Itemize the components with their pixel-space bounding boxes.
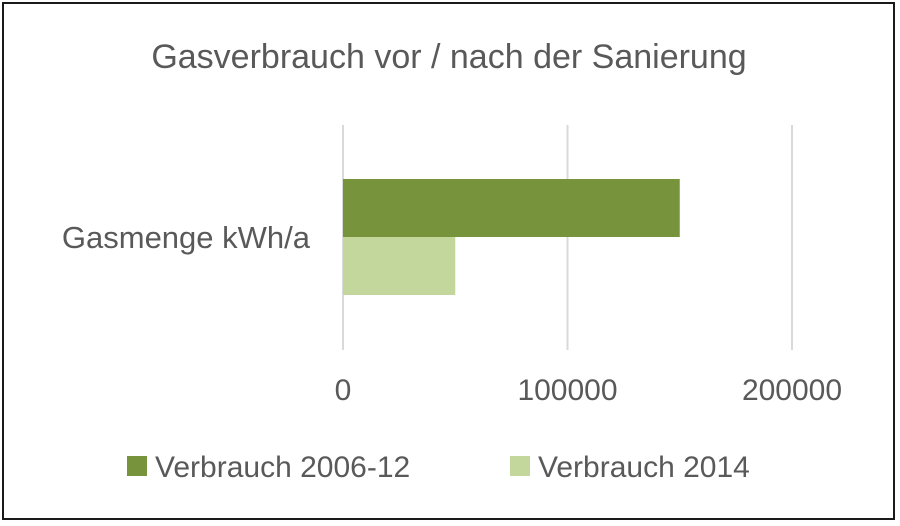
legend: Verbrauch 2006-12 Verbrauch 2014 [127, 451, 750, 484]
x-tick-label-0: 0 [335, 374, 352, 407]
legend-label-0: Verbrauch 2006-12 [155, 451, 410, 484]
legend-swatch-1 [510, 456, 530, 476]
chart-title: Gasverbrauch vor / nach der Sanierung [151, 38, 746, 76]
bar-1-0 [343, 237, 456, 295]
legend-swatch-0 [127, 456, 147, 476]
legend-label-1: Verbrauch 2014 [538, 451, 750, 484]
x-tick-label-2: 200000 [742, 374, 842, 407]
bar-0-0 [343, 179, 680, 237]
x-tick-label-1: 100000 [517, 374, 617, 407]
bars [343, 179, 680, 295]
category-label-0: Gasmenge kWh/a [62, 220, 311, 255]
axis-labels: 0 100000 200000 Gasmenge kWh/a [62, 220, 842, 407]
